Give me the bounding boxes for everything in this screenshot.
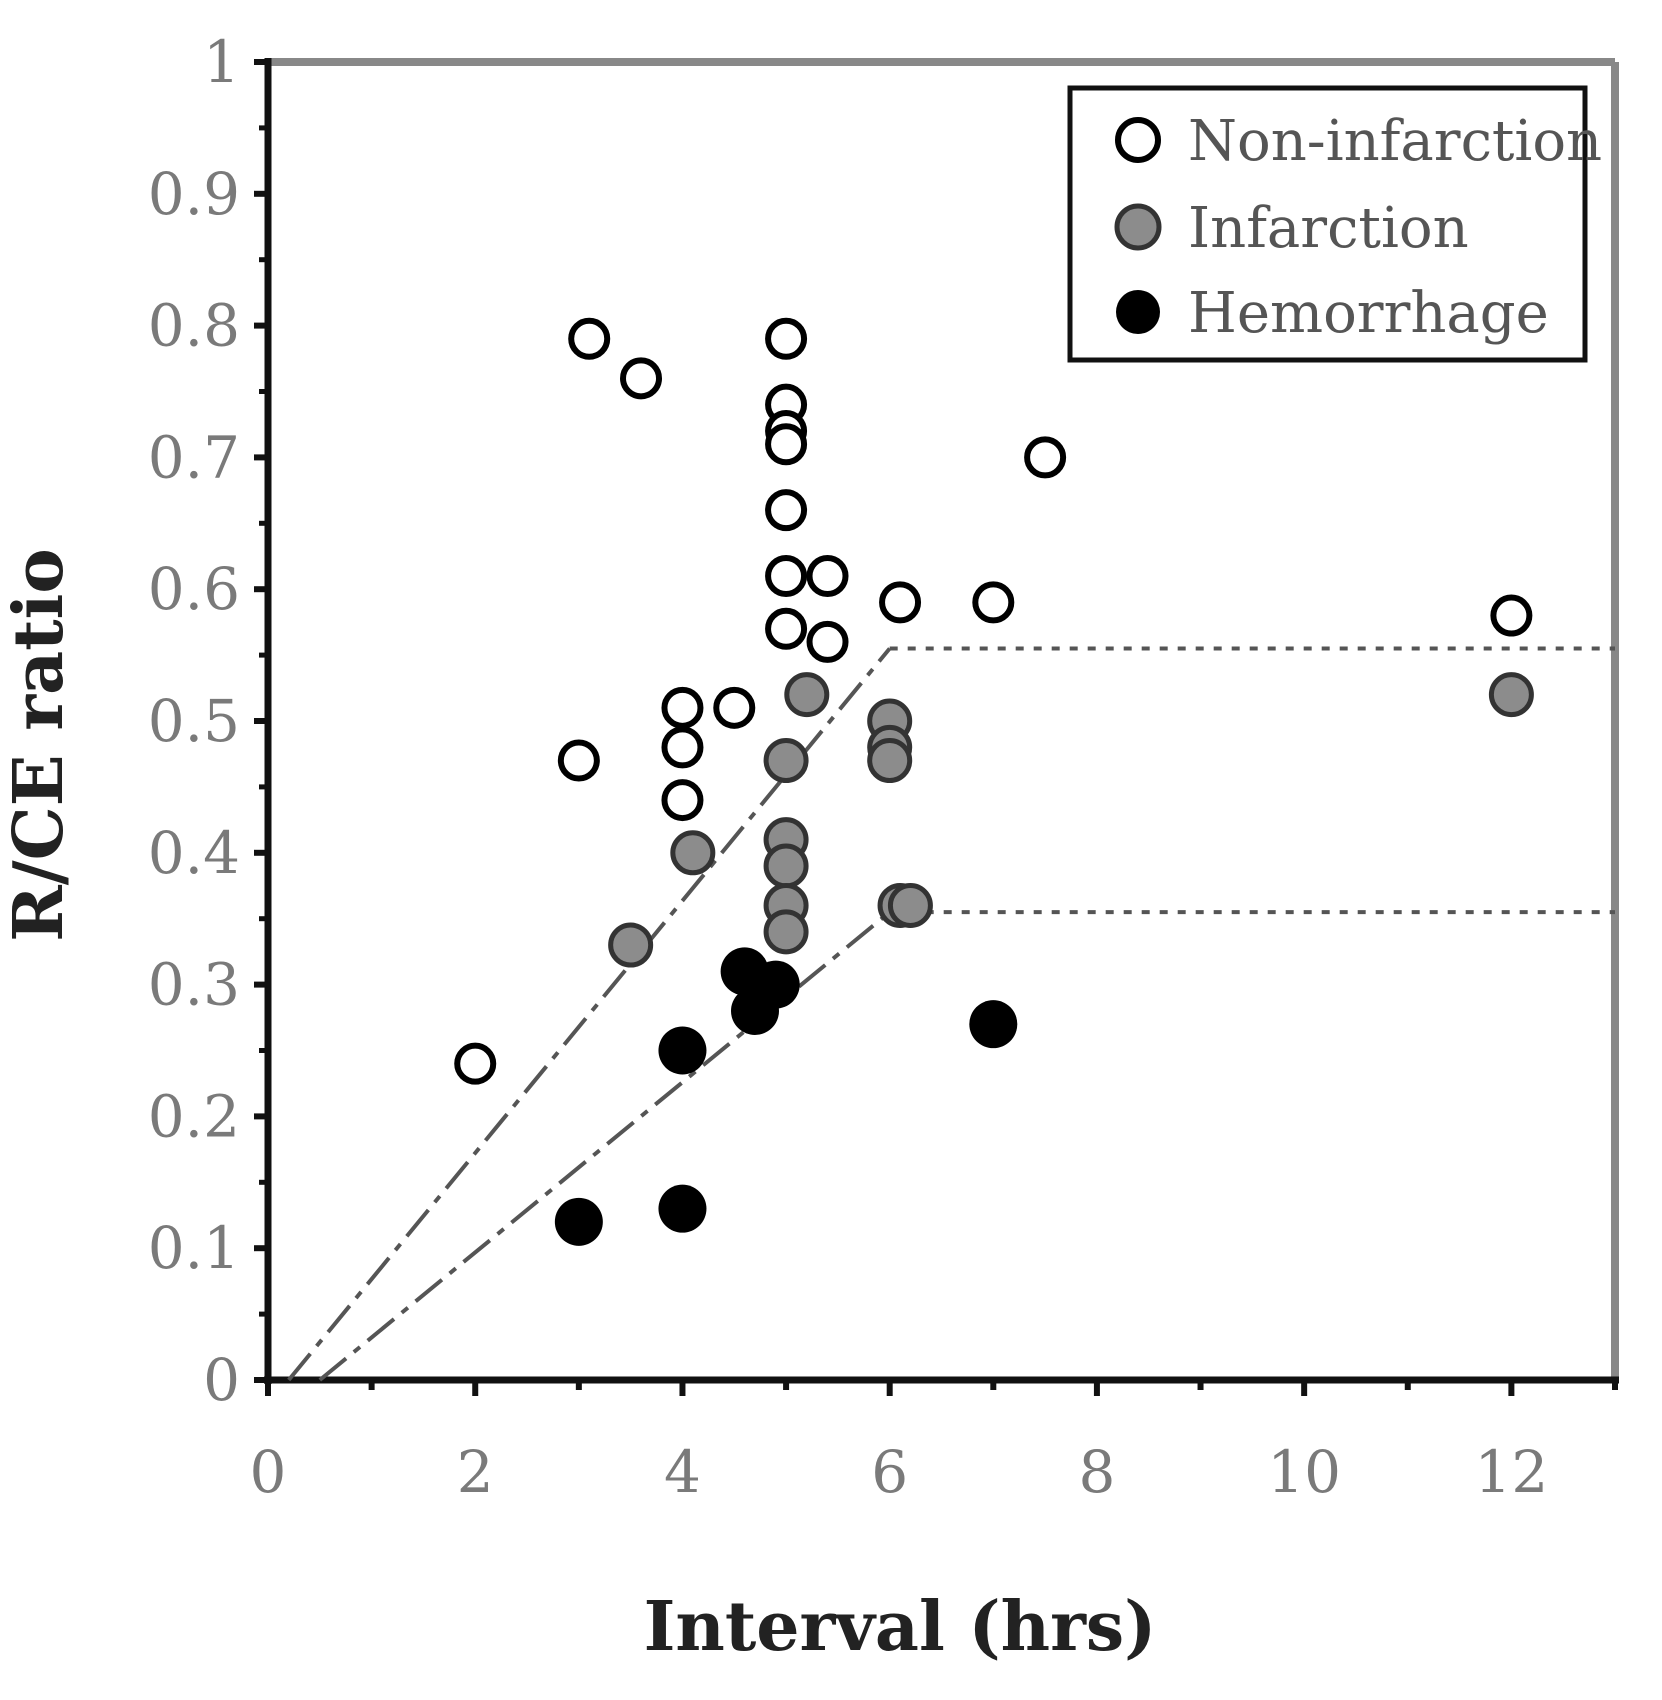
data-point-infarction <box>763 738 809 784</box>
data-point-non-infarction <box>806 620 849 663</box>
data-point-hemorrhage <box>751 960 800 1009</box>
legend-marker-infarction <box>1114 203 1162 251</box>
data-point-non-infarction <box>765 317 808 360</box>
y-tick-label: 0.7 <box>148 423 240 491</box>
data-point-hemorrhage <box>969 1000 1018 1049</box>
x-tick-label: 12 <box>1474 1438 1548 1506</box>
y-tick-label: 1 <box>203 28 240 96</box>
data-point-non-infarction <box>661 779 704 822</box>
data-point-non-infarction <box>806 555 849 598</box>
x-tick-label: 10 <box>1267 1438 1341 1506</box>
data-point-infarction <box>867 738 913 784</box>
x-tick-label: 4 <box>664 1438 701 1506</box>
data-point-infarction <box>763 843 809 889</box>
y-tick-label: 0.1 <box>148 1214 240 1282</box>
data-point-non-infarction <box>1490 594 1533 637</box>
data-point-infarction <box>784 672 830 718</box>
data-point-non-infarction <box>454 1042 497 1085</box>
x-tick-label: 8 <box>1078 1438 1115 1506</box>
data-point-non-infarction <box>713 686 756 729</box>
y-tick-label: 0.2 <box>148 1082 240 1150</box>
data-point-non-infarction <box>879 581 922 624</box>
data-point-infarction <box>608 922 654 968</box>
data-point-infarction <box>670 830 716 876</box>
data-point-non-infarction <box>765 489 808 532</box>
data-point-non-infarction <box>661 726 704 769</box>
y-axis-title: R/CE ratio <box>0 548 79 941</box>
y-tick-label: 0.3 <box>148 951 240 1019</box>
data-point-infarction <box>887 883 933 929</box>
y-tick-label: 0.6 <box>148 555 240 623</box>
x-tick-label: 0 <box>250 1438 287 1506</box>
y-tick-label: 0.8 <box>148 292 240 360</box>
legend-label-infarction: Infarction <box>1188 196 1469 261</box>
legend: Non-infarction Infarction Hemorrhage <box>1067 85 1602 363</box>
legend-label-non-infarction: Non-infarction <box>1188 109 1602 174</box>
data-point-non-infarction <box>765 555 808 598</box>
legend-label-hemorrhage: Hemorrhage <box>1188 281 1549 346</box>
data-point-infarction <box>763 909 809 955</box>
legend-marker-hemorrhage <box>1116 290 1160 334</box>
data-point-non-infarction <box>972 581 1015 624</box>
data-point-non-infarction <box>661 686 704 729</box>
y-tick-label: 0 <box>203 1346 240 1414</box>
y-tick-label: 0.5 <box>148 687 240 755</box>
x-tick-label: 2 <box>457 1438 494 1506</box>
data-point-non-infarction <box>765 607 808 650</box>
data-point-hemorrhage <box>658 1184 707 1233</box>
data-point-infarction <box>1488 672 1534 718</box>
data-points <box>454 317 1534 1246</box>
x-axis-title: Interval (hrs) <box>644 1587 1157 1667</box>
data-point-non-infarction <box>568 317 611 360</box>
data-point-non-infarction <box>620 357 663 400</box>
y-tick-label: 0.4 <box>148 819 240 887</box>
legend-marker-non-infarction <box>1115 117 1161 163</box>
data-point-non-infarction <box>765 423 808 466</box>
y-tick-label: 0.9 <box>148 160 240 228</box>
axis-ticks: 00.10.20.30.40.50.60.70.80.910 2 4 6 8 10 12 <box>148 28 1618 1506</box>
data-point-non-infarction <box>1024 436 1067 479</box>
data-point-hemorrhage <box>554 1197 603 1246</box>
x-tick-label: 6 <box>871 1438 908 1506</box>
data-point-hemorrhage <box>658 1026 707 1075</box>
data-point-non-infarction <box>557 739 600 782</box>
